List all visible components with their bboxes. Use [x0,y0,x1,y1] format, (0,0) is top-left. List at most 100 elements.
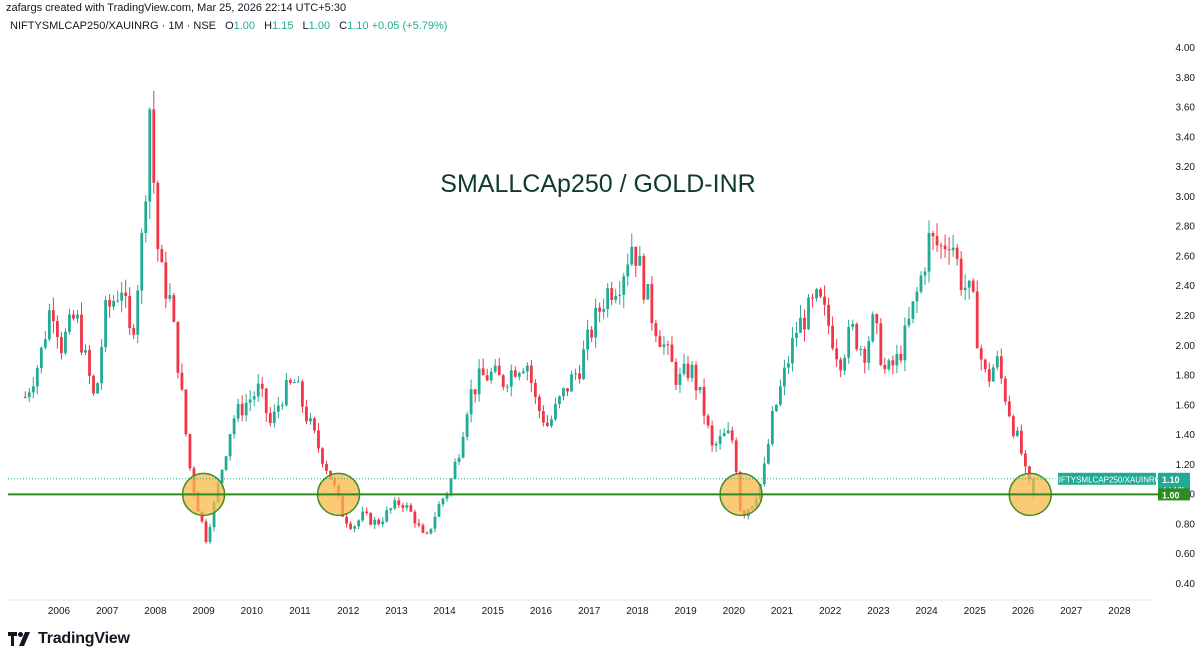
candle-body [224,456,228,470]
x-tick-label: 2006 [48,606,71,617]
x-tick-label: 2020 [723,606,746,617]
candle-body [983,359,987,370]
candle-body [730,430,734,441]
candle-body [31,386,35,393]
candle-body [674,361,678,385]
candle-body [284,379,288,406]
candle-body [578,373,581,380]
candle-body [875,314,879,324]
candle-body [92,375,95,394]
candle-body [469,389,473,415]
symbol-label-bg [1058,472,1156,485]
legend-open-label: O [225,20,234,32]
candle-body [907,318,911,326]
candle-body [995,356,999,368]
candle-body [570,374,573,392]
x-tick-label: 2013 [385,606,408,617]
symbol-legend[interactable]: NIFTYSMLCAP250/XAUINRG · 1M · NSE O1.00 … [10,20,447,32]
candle-body [642,256,646,300]
candle-body [971,280,975,292]
x-tick-label: 2027 [1060,606,1083,617]
candle-body [485,375,489,381]
candle-body [606,288,610,310]
candle-body [694,364,698,391]
x-tick-label: 2009 [192,606,215,617]
candle-body [883,364,887,370]
legend-symbol: NIFTYSMLCAP250/XAUINRG · 1M · NSE [10,20,216,32]
candle-body [268,413,272,424]
candle-body [100,347,103,384]
x-tick-label: 2014 [433,606,456,617]
candle-body [248,399,252,403]
candle-body [55,321,59,337]
candle-body [879,323,883,365]
candle-body [124,292,128,297]
candle-body [369,513,373,525]
candle-body [365,511,369,514]
candle-body [116,300,120,302]
candle-body [843,357,847,371]
candle-body [393,500,397,509]
candle-body [321,448,324,464]
candle-body [931,233,935,237]
legend-open-value: 1.00 [233,20,256,32]
candle-body [88,349,91,376]
candle-body [176,321,180,373]
candle-body [774,404,778,411]
candle-body [654,323,658,337]
candle-body [445,493,449,499]
candle-body [947,249,951,251]
candle-body [525,365,529,372]
candle-body [590,329,594,338]
candle-body [200,511,204,522]
candle-body [682,363,686,374]
candle-body [477,368,481,395]
brand-name: TradingView [38,630,130,647]
candle-body [951,247,955,251]
candle-body [734,440,738,472]
candle-body [164,262,168,299]
candle-body [305,406,308,422]
candle-body [256,383,260,397]
y-tick-label: 3.40 [1176,132,1196,143]
credit-line: zafargs created with TradingView.com, Ma… [6,2,347,14]
candle-body [168,295,172,299]
candle-body [453,461,457,480]
x-tick-label: 2008 [144,606,167,617]
y-tick-label: 1.20 [1176,460,1196,471]
x-tick-label: 2022 [819,606,842,617]
candle-body [546,422,549,426]
candle-body [975,291,979,349]
candle-body [626,264,630,277]
candle-body [787,363,790,368]
candle-body [899,353,903,361]
candle-body [1003,378,1007,402]
candle-body [799,317,802,333]
candle-body [96,383,99,394]
candle-body [204,521,208,543]
x-tick-label: 2007 [96,606,119,617]
y-tick-label: 1.80 [1176,371,1196,382]
candle-body [377,519,381,525]
brand-logo[interactable]: TradingView [8,628,130,650]
candle-body [309,418,312,422]
candle-body [64,331,67,354]
candle-body [529,365,533,383]
candle-body [43,339,47,348]
candle-body [714,443,718,446]
candle-body [839,359,843,371]
candle-body [979,348,983,360]
candle-body [361,511,365,521]
x-tick-label: 2028 [1108,606,1131,617]
candle-body [602,309,606,312]
candle-body [871,314,875,342]
candle-body [509,370,513,387]
candle-body [963,287,967,290]
candle-body [811,297,814,299]
candle-body [863,348,867,363]
candle-body [819,289,822,297]
candle-body [562,388,565,397]
candle-body [586,329,589,350]
